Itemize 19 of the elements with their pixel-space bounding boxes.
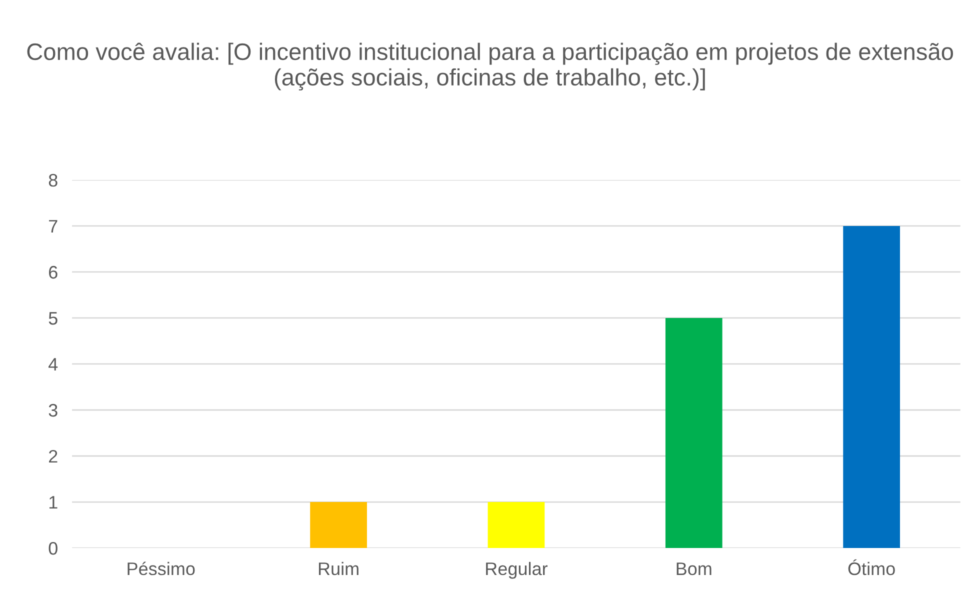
y-tick-label: 5 [48,312,58,325]
chart-title: Como você avalia: [O incentivo institucional para a participação em projetos de extensão (ações sociais, oficinas de trabalho, etc.)] [27,42,953,90]
y-tick-label: 3 [48,404,58,417]
y-tick-label: 2 [49,450,58,463]
x-tick-label: Regular [486,562,548,579]
y-tick-label: 7 [49,220,58,232]
x-tick-label: Ruim [318,562,358,576]
y-tick-label: 1 [49,496,58,509]
x-tick-label: Bom [676,562,712,576]
bar [488,502,545,548]
bar [843,226,900,548]
x-tick-label: Péssimo [128,562,195,576]
x-tick-label: Ótimo [848,559,895,576]
y-tick-label: 0 [48,542,58,555]
y-tick-label: 4 [48,358,58,371]
y-tick-label: 8 [48,174,58,187]
bar [665,318,722,548]
bar [310,502,367,548]
y-tick-label: 6 [49,266,58,279]
